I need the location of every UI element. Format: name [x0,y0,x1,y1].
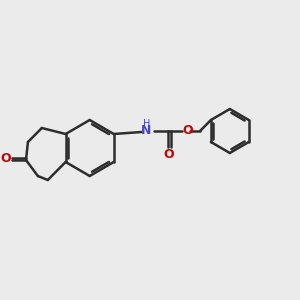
Text: H: H [143,119,150,129]
Text: O: O [1,152,11,166]
Text: N: N [141,124,152,137]
Text: O: O [183,124,194,137]
Text: O: O [163,148,174,160]
